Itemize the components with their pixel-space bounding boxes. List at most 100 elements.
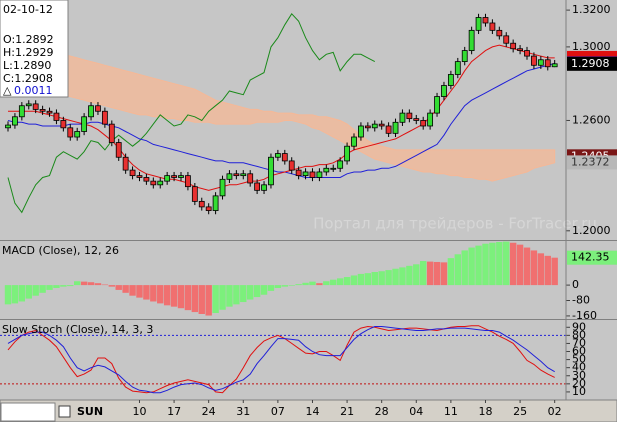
indicator-line [7, 12, 376, 214]
info-box: 02-10-12 O:1.2892 H:1.2929 L:1.2890 C:1.… [0, 0, 69, 98]
candle-body [330, 167, 337, 170]
y-tick-label: 80 [572, 328, 586, 341]
macd-bar [489, 242, 496, 286]
x-tick-label: 04 [409, 405, 423, 418]
candle-body [108, 123, 115, 143]
y-tick-label: 70 [572, 336, 586, 349]
macd-bar [46, 285, 53, 290]
macd-bar [53, 285, 60, 288]
macd-bar [4, 285, 12, 305]
macd-bar [39, 285, 46, 293]
y-tick-label: 50 [572, 353, 586, 366]
candle-body [309, 171, 316, 178]
candle-body [496, 29, 503, 37]
macd-bar [143, 285, 150, 300]
candle-body [475, 17, 482, 31]
candle-body [247, 173, 254, 184]
y-tick-label: 1.3200 [572, 3, 611, 16]
candle-body [212, 195, 219, 211]
candle-body [288, 160, 295, 171]
x-tick-label: 07 [271, 405, 285, 418]
info-delta: 0.0011 [14, 84, 53, 97]
macd-bar [413, 264, 420, 286]
x-tick-label: 14 [305, 405, 319, 418]
y-tick-label: 10 [572, 385, 586, 398]
y-tick-label: 1.2600 [572, 113, 611, 126]
macd-bar [205, 285, 212, 316]
candle-body [524, 50, 530, 57]
macd-bar [18, 285, 26, 302]
macd-bar [392, 268, 399, 286]
candle-body [517, 48, 523, 51]
candle-body [274, 153, 281, 158]
x-tick-label: 17 [167, 405, 181, 418]
y-tick-label: 0 [572, 278, 579, 291]
macd-bar [309, 281, 316, 286]
candle-body [261, 184, 267, 191]
symbol-input[interactable] [0, 402, 56, 422]
macd-bar [260, 285, 268, 295]
candle-body [441, 85, 447, 97]
candle-body [378, 123, 385, 127]
macd-bar [364, 273, 372, 286]
macd-bar [378, 271, 385, 286]
candle-body [531, 55, 537, 66]
macd-bar [122, 285, 129, 293]
candle-body [115, 142, 122, 158]
candle-body [427, 112, 434, 127]
macd-bar [302, 282, 309, 286]
candle-body [88, 105, 94, 118]
macd-bar [433, 261, 441, 286]
candle-body [198, 200, 205, 208]
x-tick-label: 21 [340, 405, 354, 418]
macd-bar [212, 285, 219, 314]
price-marker [567, 155, 617, 170]
macd-bar [170, 285, 178, 307]
macd-bar [503, 241, 510, 286]
candle-body [219, 178, 226, 197]
macd-bar [233, 285, 240, 305]
macd-bar [87, 282, 95, 286]
candle-body [233, 173, 240, 177]
candle-body [254, 182, 261, 191]
candle-body [5, 124, 11, 129]
macd-bar [281, 285, 288, 287]
candle-body [302, 171, 309, 177]
candle-body [406, 112, 413, 120]
info-high: H:1.2929 [3, 46, 53, 59]
macd-bar [523, 247, 531, 286]
panel-title: Slow Stoch (Close), 14, 3, 3 [2, 323, 153, 336]
x-tick-label: 28 [375, 405, 389, 418]
info-open: O:1.2892 [3, 33, 54, 46]
checkbox[interactable] [58, 405, 71, 418]
macd-bar [496, 241, 503, 286]
candle-body [482, 17, 489, 24]
y-tick-label: 90 [572, 320, 586, 333]
macd-bar [25, 285, 32, 299]
candle-body [537, 59, 544, 66]
indicator-line [8, 44, 555, 191]
macd-bar [184, 285, 192, 311]
candle-body [101, 110, 108, 125]
checkbox-label[interactable]: SUN [77, 405, 103, 418]
y-tick-label: 20 [572, 377, 586, 390]
x-tick-label: 11 [444, 405, 458, 418]
candle-body [399, 112, 406, 123]
price-marker-label: 1.2908 [571, 57, 610, 70]
candle-body [129, 169, 136, 177]
candle-body [81, 116, 88, 132]
candle-body [392, 121, 399, 134]
candle-body [157, 180, 164, 186]
macd-bar [482, 243, 489, 286]
macd-bar [426, 261, 434, 286]
x-tick-label: 24 [202, 405, 216, 418]
candle-body [53, 112, 60, 121]
macd-bar [357, 273, 365, 286]
macd-bar [343, 277, 351, 286]
macd-bar [108, 285, 115, 287]
macd-bar [177, 285, 185, 309]
macd-bar [420, 261, 427, 286]
candle-body [551, 63, 558, 68]
candle-body [122, 156, 129, 171]
